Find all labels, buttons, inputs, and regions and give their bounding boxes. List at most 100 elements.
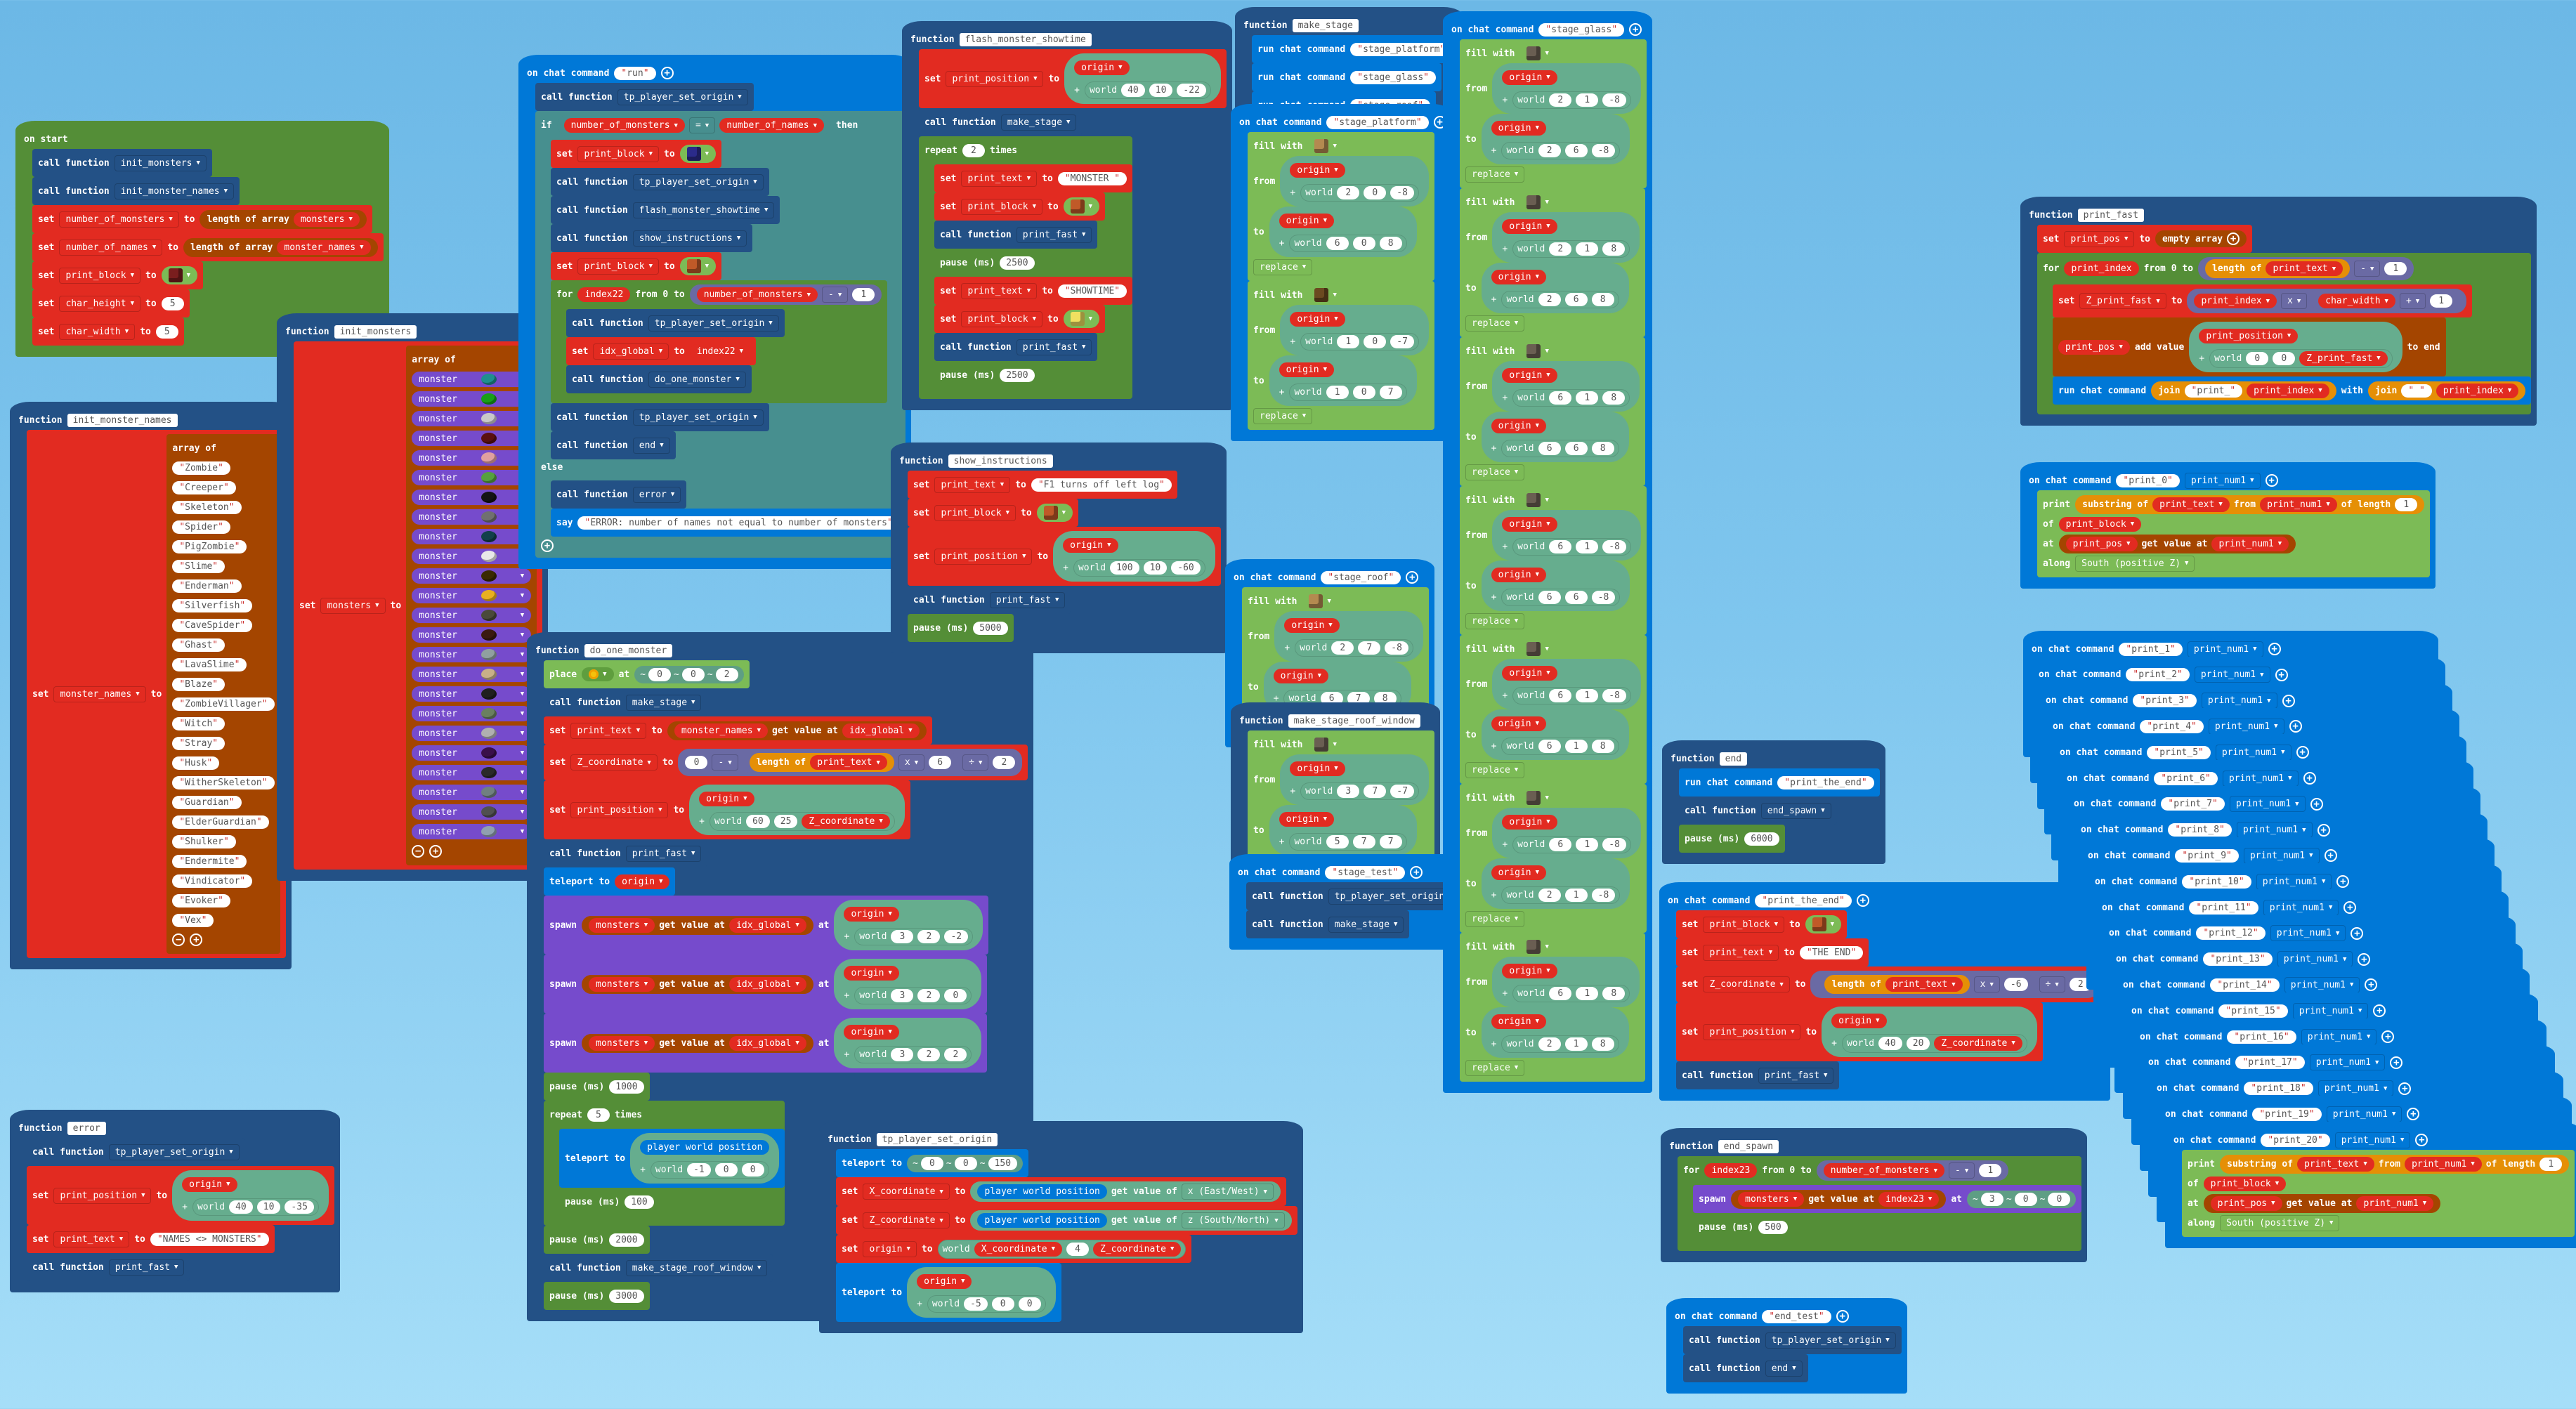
- position-get-value[interactable]: player world position get value of x (East…: [970, 1181, 1281, 1202]
- variable-reporter[interactable]: origin ▼: [844, 906, 899, 922]
- text-input[interactable]: print_3: [2133, 694, 2197, 708]
- chevron-down-icon[interactable]: ▼: [1535, 571, 1540, 578]
- variable-dropdown[interactable]: print_num1 ▼: [2284, 976, 2360, 993]
- variable-reporter[interactable]: print_text▼: [810, 755, 887, 770]
- text-input[interactable]: print_17: [2235, 1056, 2305, 1070]
- variable-dropdown[interactable]: print_num1 ▼: [2256, 873, 2332, 890]
- block-picker[interactable]: ▼: [1063, 310, 1100, 328]
- chevron-down-icon[interactable]: ▼: [1545, 645, 1549, 653]
- variable-dropdown[interactable]: print_num1 ▼: [2292, 1002, 2369, 1019]
- length-of-array[interactable]: length of array monster_names ▼: [183, 237, 378, 257]
- call-function-block[interactable]: call function print_fast ▼: [544, 839, 707, 867]
- variable-reporter[interactable]: origin ▼: [1502, 963, 1557, 978]
- monster-picker[interactable]: monster▼: [412, 824, 532, 839]
- text-input[interactable]: print_14: [2210, 978, 2280, 992]
- variable-dropdown[interactable]: print_text ▼: [570, 722, 647, 739]
- chevron-down-icon[interactable]: ▼: [1546, 74, 1550, 81]
- monster-picker[interactable]: monster▼: [412, 745, 532, 761]
- chevron-down-icon[interactable]: ▼: [705, 150, 710, 157]
- number-input[interactable]: 2: [1538, 888, 1561, 902]
- chevron-down-icon[interactable]: ▼: [2277, 540, 2282, 547]
- variable-dropdown[interactable]: print_fast ▼: [989, 591, 1066, 608]
- variable-reporter[interactable]: print_index ▼: [2194, 294, 2277, 308]
- chevron-down-icon[interactable]: ▼: [1933, 1167, 1938, 1174]
- block-picker[interactable]: ▼: [1519, 640, 1556, 658]
- variable-reporter[interactable]: print_num1▼: [2356, 1195, 2434, 1211]
- variable-dropdown[interactable]: print_fast ▼: [108, 1259, 185, 1276]
- call-function-block[interactable]: call function make_stage ▼: [1246, 910, 1410, 938]
- chevron-down-icon[interactable]: ▼: [2253, 645, 2257, 653]
- number-input[interactable]: 0: [2273, 351, 2296, 365]
- function-definition[interactable]: function error call function tp_player_set_…: [10, 1110, 340, 1292]
- chevron-down-icon[interactable]: ▼: [2011, 1040, 2015, 1047]
- block-picker[interactable]: ▼: [1063, 197, 1100, 216]
- chevron-down-icon[interactable]: ▼: [2055, 981, 2059, 988]
- number-input[interactable]: 3: [1337, 784, 1360, 798]
- set-variable-block[interactable]: set char_width ▼ to 5: [32, 317, 184, 346]
- chevron-down-icon[interactable]: ▼: [1118, 64, 1123, 71]
- block-picker[interactable]: ▼: [161, 266, 198, 284]
- variable-dropdown[interactable]: tp_player_set_origin▼: [1328, 888, 1459, 905]
- run-chat-command-block[interactable]: run chat commandprint_the_end: [1679, 768, 1880, 797]
- chevron-down-icon[interactable]: ▼: [1545, 497, 1549, 504]
- run-chat-command-block[interactable]: run chat commandstage_glass: [1252, 63, 1441, 91]
- chevron-down-icon[interactable]: ▼: [908, 727, 913, 734]
- number-input[interactable]: 1: [852, 288, 875, 301]
- text-input[interactable]: print_: [2184, 384, 2243, 398]
- number-input[interactable]: 0: [920, 1156, 943, 1170]
- text-input[interactable]: print_12: [2196, 926, 2266, 941]
- text-input[interactable]: print_18: [2244, 1082, 2313, 1096]
- add-icon[interactable]: +: [2390, 1056, 2403, 1069]
- variable-reporter[interactable]: origin ▼: [615, 874, 670, 889]
- add-icon[interactable]: +: [2268, 643, 2281, 655]
- number-input[interactable]: 7: [1352, 834, 1375, 848]
- variable-dropdown[interactable]: end ▼: [1765, 1360, 1803, 1377]
- text-input[interactable]: print_7: [2161, 797, 2225, 811]
- chevron-down-icon[interactable]: ▼: [1327, 598, 1331, 605]
- variable-dropdown[interactable]: print_num1 ▼: [2222, 770, 2299, 787]
- variable-reporter[interactable]: X_coordinate ▼: [974, 1241, 1063, 1257]
- chevron-down-icon[interactable]: ▼: [1333, 741, 1337, 748]
- function-name-field[interactable]: init_monsters: [334, 325, 417, 339]
- variable-dropdown[interactable]: - ▼: [1949, 1162, 1975, 1179]
- variable-reporter[interactable]: idx_global ▼: [729, 1035, 806, 1051]
- monster-picker[interactable]: monster▼: [412, 608, 532, 623]
- text-input[interactable]: print_the_end: [1777, 775, 1874, 789]
- variable-reporter[interactable]: origin ▼: [1491, 418, 1547, 433]
- variable-reporter[interactable]: print_text▼: [2152, 497, 2230, 512]
- chevron-down-icon[interactable]: ▼: [141, 1192, 145, 1199]
- script-end-spawn[interactable]: function end_spawn for index23 from 0 to numb…: [1661, 1128, 2088, 1262]
- text-input[interactable]: print_13: [2203, 952, 2273, 966]
- text-input[interactable]: Stray: [172, 736, 225, 750]
- on-chat-command-block[interactable]: on chat commandprint_the_end+setprint_bl…: [1659, 882, 2110, 1101]
- chevron-down-icon[interactable]: ▼: [2358, 1007, 2362, 1015]
- number-input[interactable]: -7: [1390, 334, 1414, 348]
- comparison[interactable]: number_of_monsters ▼ = ▼ number_of_names ▼: [556, 115, 832, 136]
- variable-reporter[interactable]: number_of_monsters ▼: [1823, 1163, 1945, 1178]
- variable-reporter[interactable]: print_pos▼: [2058, 339, 2130, 355]
- variable-dropdown[interactable]: init_monsters ▼: [114, 155, 207, 171]
- chevron-down-icon[interactable]: ▼: [2328, 904, 2333, 911]
- reporter[interactable]: print_index: [2064, 261, 2139, 276]
- number-input[interactable]: 2: [2069, 978, 2092, 991]
- add-icon[interactable]: +: [2289, 720, 2302, 733]
- variable-reporter[interactable]: origin ▼: [1279, 213, 1335, 228]
- variable-reporter[interactable]: origin ▼: [1502, 367, 1557, 383]
- variable-reporter[interactable]: print_index ▼: [2247, 383, 2329, 398]
- variable-reporter[interactable]: origin ▼: [1074, 60, 1130, 75]
- math-expression[interactable]: number_of_monsters ▼ - ▼ 1: [689, 284, 882, 305]
- set-variable-block[interactable]: set print_position ▼ to origin ▼ + world 40 10 -22: [919, 49, 1227, 108]
- variable-reporter[interactable]: origin ▼: [1502, 814, 1557, 830]
- chevron-down-icon[interactable]: ▼: [1514, 171, 1519, 178]
- chevron-down-icon[interactable]: ▼: [674, 122, 678, 129]
- call-function-block[interactable]: call function make_stage ▼: [544, 688, 707, 716]
- text-input[interactable]: Slime: [172, 559, 225, 573]
- add-icon[interactable]: +: [2310, 797, 2323, 811]
- text-input[interactable]: Guardian: [172, 795, 242, 809]
- number-input[interactable]: 8: [1591, 292, 1614, 306]
- for-loop-block[interactable]: for index22 from 0 to number_of_monsters ▼ - ▼…: [551, 280, 888, 403]
